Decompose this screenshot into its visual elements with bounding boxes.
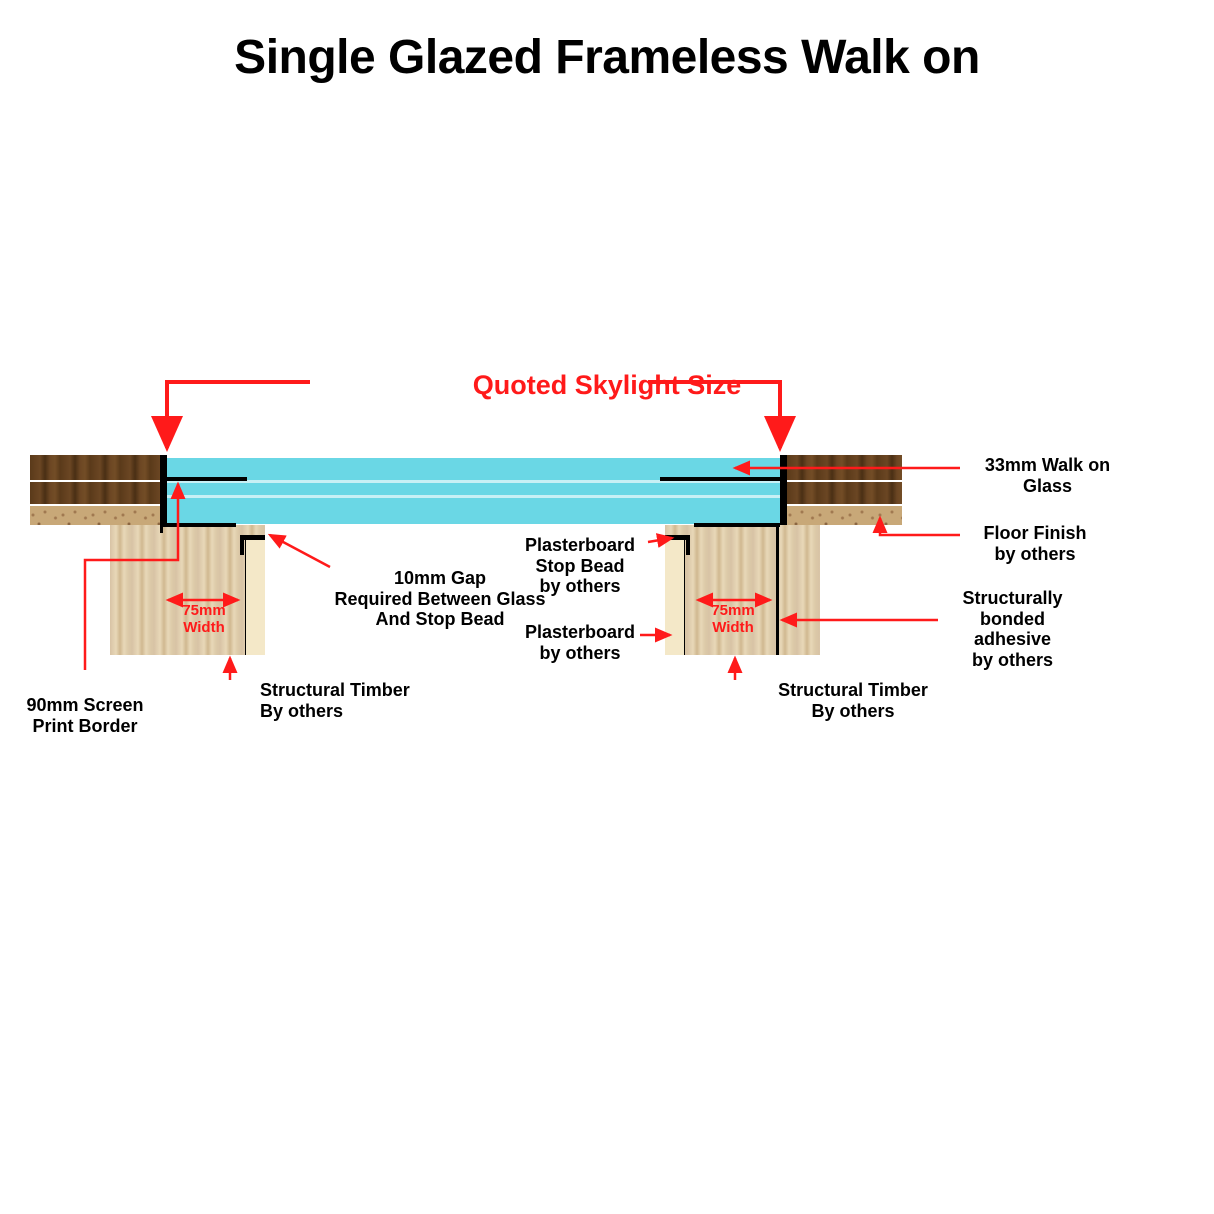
t: Width xyxy=(712,619,754,636)
t: Stop Bead xyxy=(535,556,624,576)
t: bonded xyxy=(980,609,1045,629)
t: Glass xyxy=(1023,476,1072,496)
t: Structural Timber xyxy=(260,680,410,700)
plaster-left xyxy=(245,540,265,655)
glass-layer-3 xyxy=(167,498,780,524)
label-adhesive: Structurally bonded adhesive by others xyxy=(940,588,1085,671)
t: by others xyxy=(972,650,1053,670)
t: adhesive xyxy=(974,629,1051,649)
label-timber-r: Structural Timber By others xyxy=(748,680,958,721)
label-stopbead: Plasterboard Stop Bead by others xyxy=(510,535,650,597)
seal-right xyxy=(780,455,787,525)
t: Width xyxy=(183,619,225,636)
label-floor: Floor Finish by others xyxy=(960,523,1110,564)
t: by others xyxy=(994,544,1075,564)
label-timber-l: Structural Timber By others xyxy=(260,680,470,721)
t: Floor Finish xyxy=(984,523,1087,543)
t: By others xyxy=(811,701,894,721)
deck-particle-right xyxy=(787,506,902,525)
page-title: Single Glazed Frameless Walk on xyxy=(0,30,1214,85)
t: 33mm Walk on xyxy=(985,455,1110,475)
stopbead-right-v xyxy=(686,535,690,555)
t: 75mm xyxy=(711,602,754,619)
edge-line-right xyxy=(776,525,779,655)
deck-mid-right xyxy=(787,482,902,504)
deck-top-right xyxy=(787,455,902,480)
t: And Stop Bead xyxy=(376,609,505,629)
t: Structural Timber xyxy=(778,680,928,700)
deck-particle-left xyxy=(30,506,160,525)
quoted-size-label: Quoted Skylight Size xyxy=(0,370,1214,401)
t: 75mm xyxy=(182,602,225,619)
deck-top-left xyxy=(30,455,160,480)
edge-line-left xyxy=(160,525,163,533)
diagram-stage: Quoted Skylight Size xyxy=(0,360,1214,860)
print-border-left xyxy=(167,477,247,481)
deck-mid-left xyxy=(30,482,160,504)
t: Print Border xyxy=(32,716,137,736)
t: by others xyxy=(539,643,620,663)
label-width-left: 75mm Width xyxy=(168,602,240,637)
t: Plasterboard xyxy=(525,622,635,642)
label-plaster: Plasterboard by others xyxy=(510,622,650,663)
label-glass: 33mm Walk on Glass xyxy=(960,455,1135,496)
stopbead-left-v xyxy=(240,535,244,555)
adhesive-left xyxy=(160,523,236,527)
t: 90mm Screen xyxy=(26,695,143,715)
t: Plasterboard xyxy=(525,535,635,555)
seal-left xyxy=(160,455,167,525)
t: by others xyxy=(539,576,620,596)
glass-layer-2 xyxy=(167,483,780,495)
t: Structurally xyxy=(962,588,1062,608)
plaster-right xyxy=(665,540,685,655)
label-border: 90mm Screen Print Border xyxy=(5,695,165,736)
print-border-right xyxy=(660,477,780,481)
label-width-right: 75mm Width xyxy=(697,602,769,637)
t: By others xyxy=(260,701,343,721)
t: 10mm Gap xyxy=(394,568,486,588)
adhesive-right xyxy=(694,523,780,527)
